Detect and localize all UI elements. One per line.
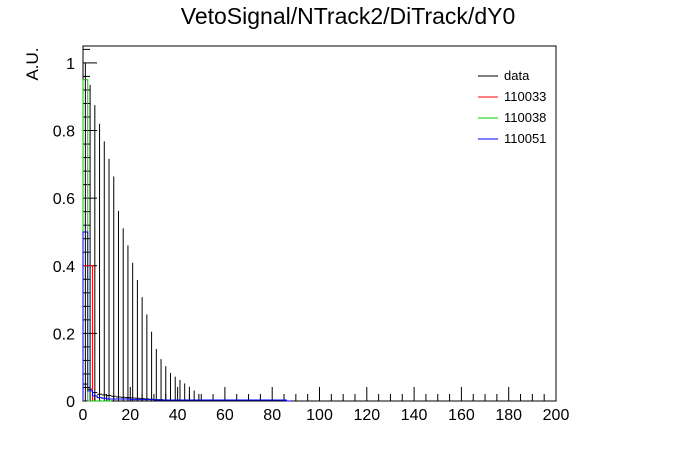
y-tick-label: 0.4 <box>53 259 75 276</box>
chart-title: VetoSignal/NTrack2/DiTrack/dY0 <box>181 3 516 29</box>
x-tick-label: 100 <box>306 407 333 424</box>
y-tick-label: 0.6 <box>53 191 75 208</box>
x-tick-label: 40 <box>169 407 187 424</box>
legend: data 110033 110038 110051 <box>478 68 546 146</box>
x-tick-label: 80 <box>263 407 281 424</box>
x-tick-label: 60 <box>216 407 234 424</box>
x-tick-label: 180 <box>495 407 522 424</box>
series-layer <box>82 62 292 402</box>
legend-label-110051: 110051 <box>504 131 546 146</box>
y-tick-label: 0.8 <box>53 124 75 141</box>
x-tick-label: 20 <box>121 407 139 424</box>
y-tick-label: 0.2 <box>53 326 75 343</box>
x-tick-label: 140 <box>401 407 428 424</box>
y-tick-label: 0 <box>66 394 75 411</box>
series-110038-line <box>82 79 112 402</box>
x-tick-label: 0 <box>79 407 88 424</box>
y-tick-label: 1 <box>66 56 75 73</box>
legend-label-110038: 110038 <box>504 110 546 125</box>
y-axis-label: A.U. <box>23 47 42 80</box>
series-110051-line <box>82 231 292 402</box>
x-tick-label: 120 <box>353 407 380 424</box>
x-tick-label: 200 <box>543 407 570 424</box>
x-tick-label: 160 <box>448 407 475 424</box>
legend-label-data: data <box>504 68 530 83</box>
legend-label-110033: 110033 <box>504 89 546 104</box>
